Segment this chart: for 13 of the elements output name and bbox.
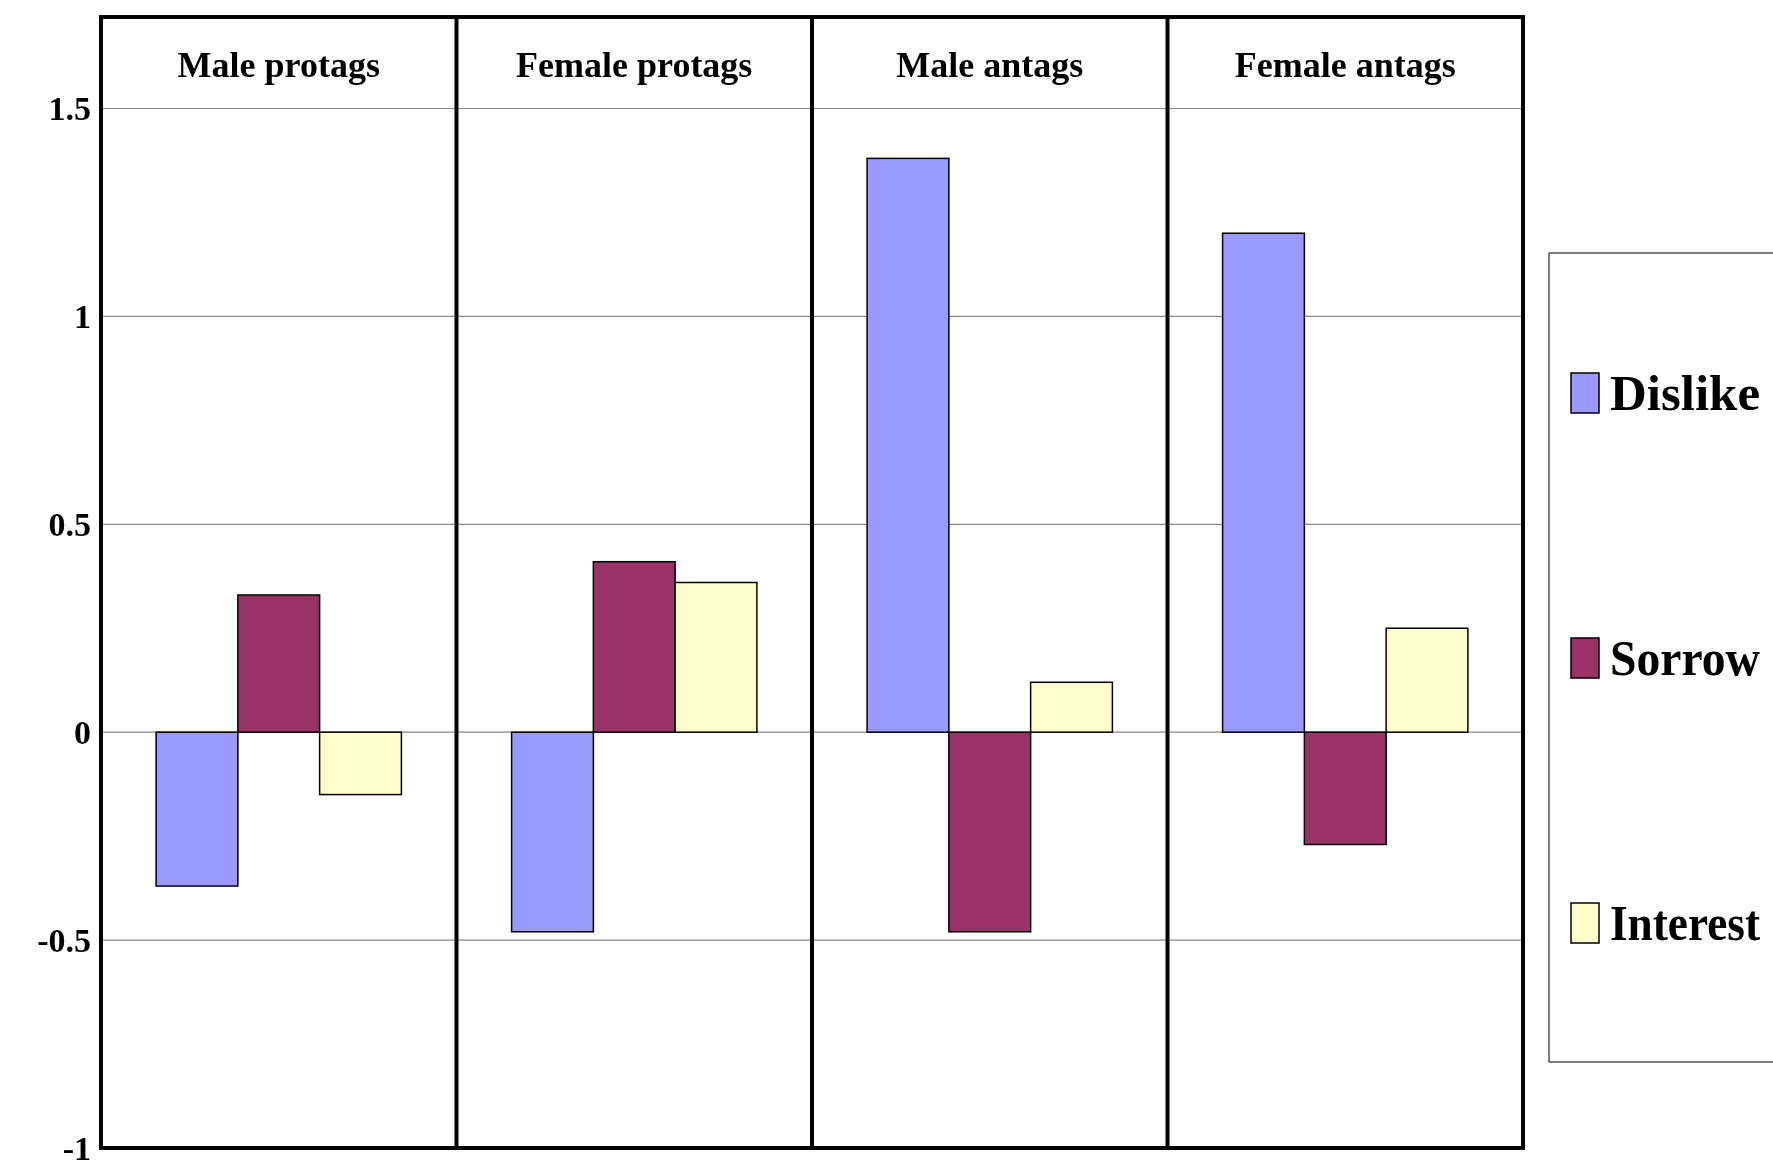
y-tick-label: -0.5 xyxy=(37,921,91,959)
x-tick-label: Female antags xyxy=(1234,45,1456,85)
x-tick-label: Female protags xyxy=(516,45,753,85)
y-tick-label: 1.5 xyxy=(48,89,91,127)
legend-label: Sorrow xyxy=(1610,630,1768,686)
y-tick-label: -1 xyxy=(62,1129,91,1160)
y-tick-label: 0.5 xyxy=(48,505,91,543)
y-tick-label: 1 xyxy=(74,297,91,335)
x-tick-label: Male protags xyxy=(177,45,380,85)
legend-label: Interest xyxy=(1610,895,1773,951)
y-tick-label: 0 xyxy=(74,713,91,751)
x-tick-label: Male antags xyxy=(896,45,1084,85)
legend-label: Dislike xyxy=(1610,365,1760,421)
